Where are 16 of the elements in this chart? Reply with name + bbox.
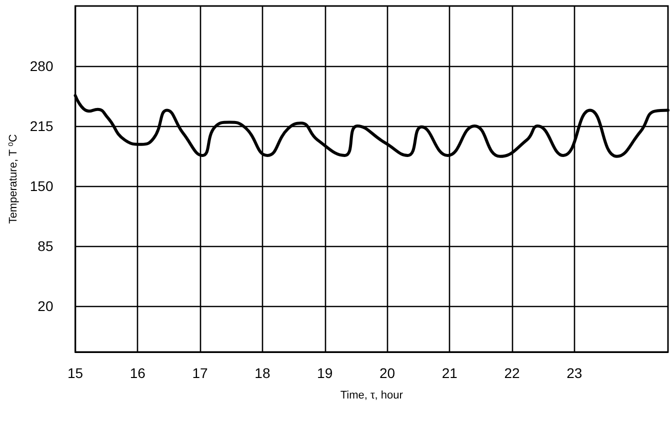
x-tick-label: 18 [254,365,270,381]
x-tick-label: 23 [566,365,582,381]
x-tick-label: 19 [317,365,333,381]
y-tick-label: 215 [30,118,54,134]
y-tick-label: 85 [38,238,54,254]
x-axis-title: Time, τ, hour [340,390,404,402]
x-tick-label: 20 [379,365,396,381]
y-tick-label: 280 [30,58,54,74]
y-axis-title: Temperature, T ⁰C [8,134,20,224]
x-tick-label: 22 [504,365,520,381]
y-tick-label: 20 [38,298,54,314]
x-tick-label: 15 [67,365,84,381]
x-tick-label: 21 [442,365,458,381]
x-tick-label: 17 [192,365,208,381]
x-tick-label: 16 [130,365,146,381]
y-tick-label: 150 [30,178,54,194]
